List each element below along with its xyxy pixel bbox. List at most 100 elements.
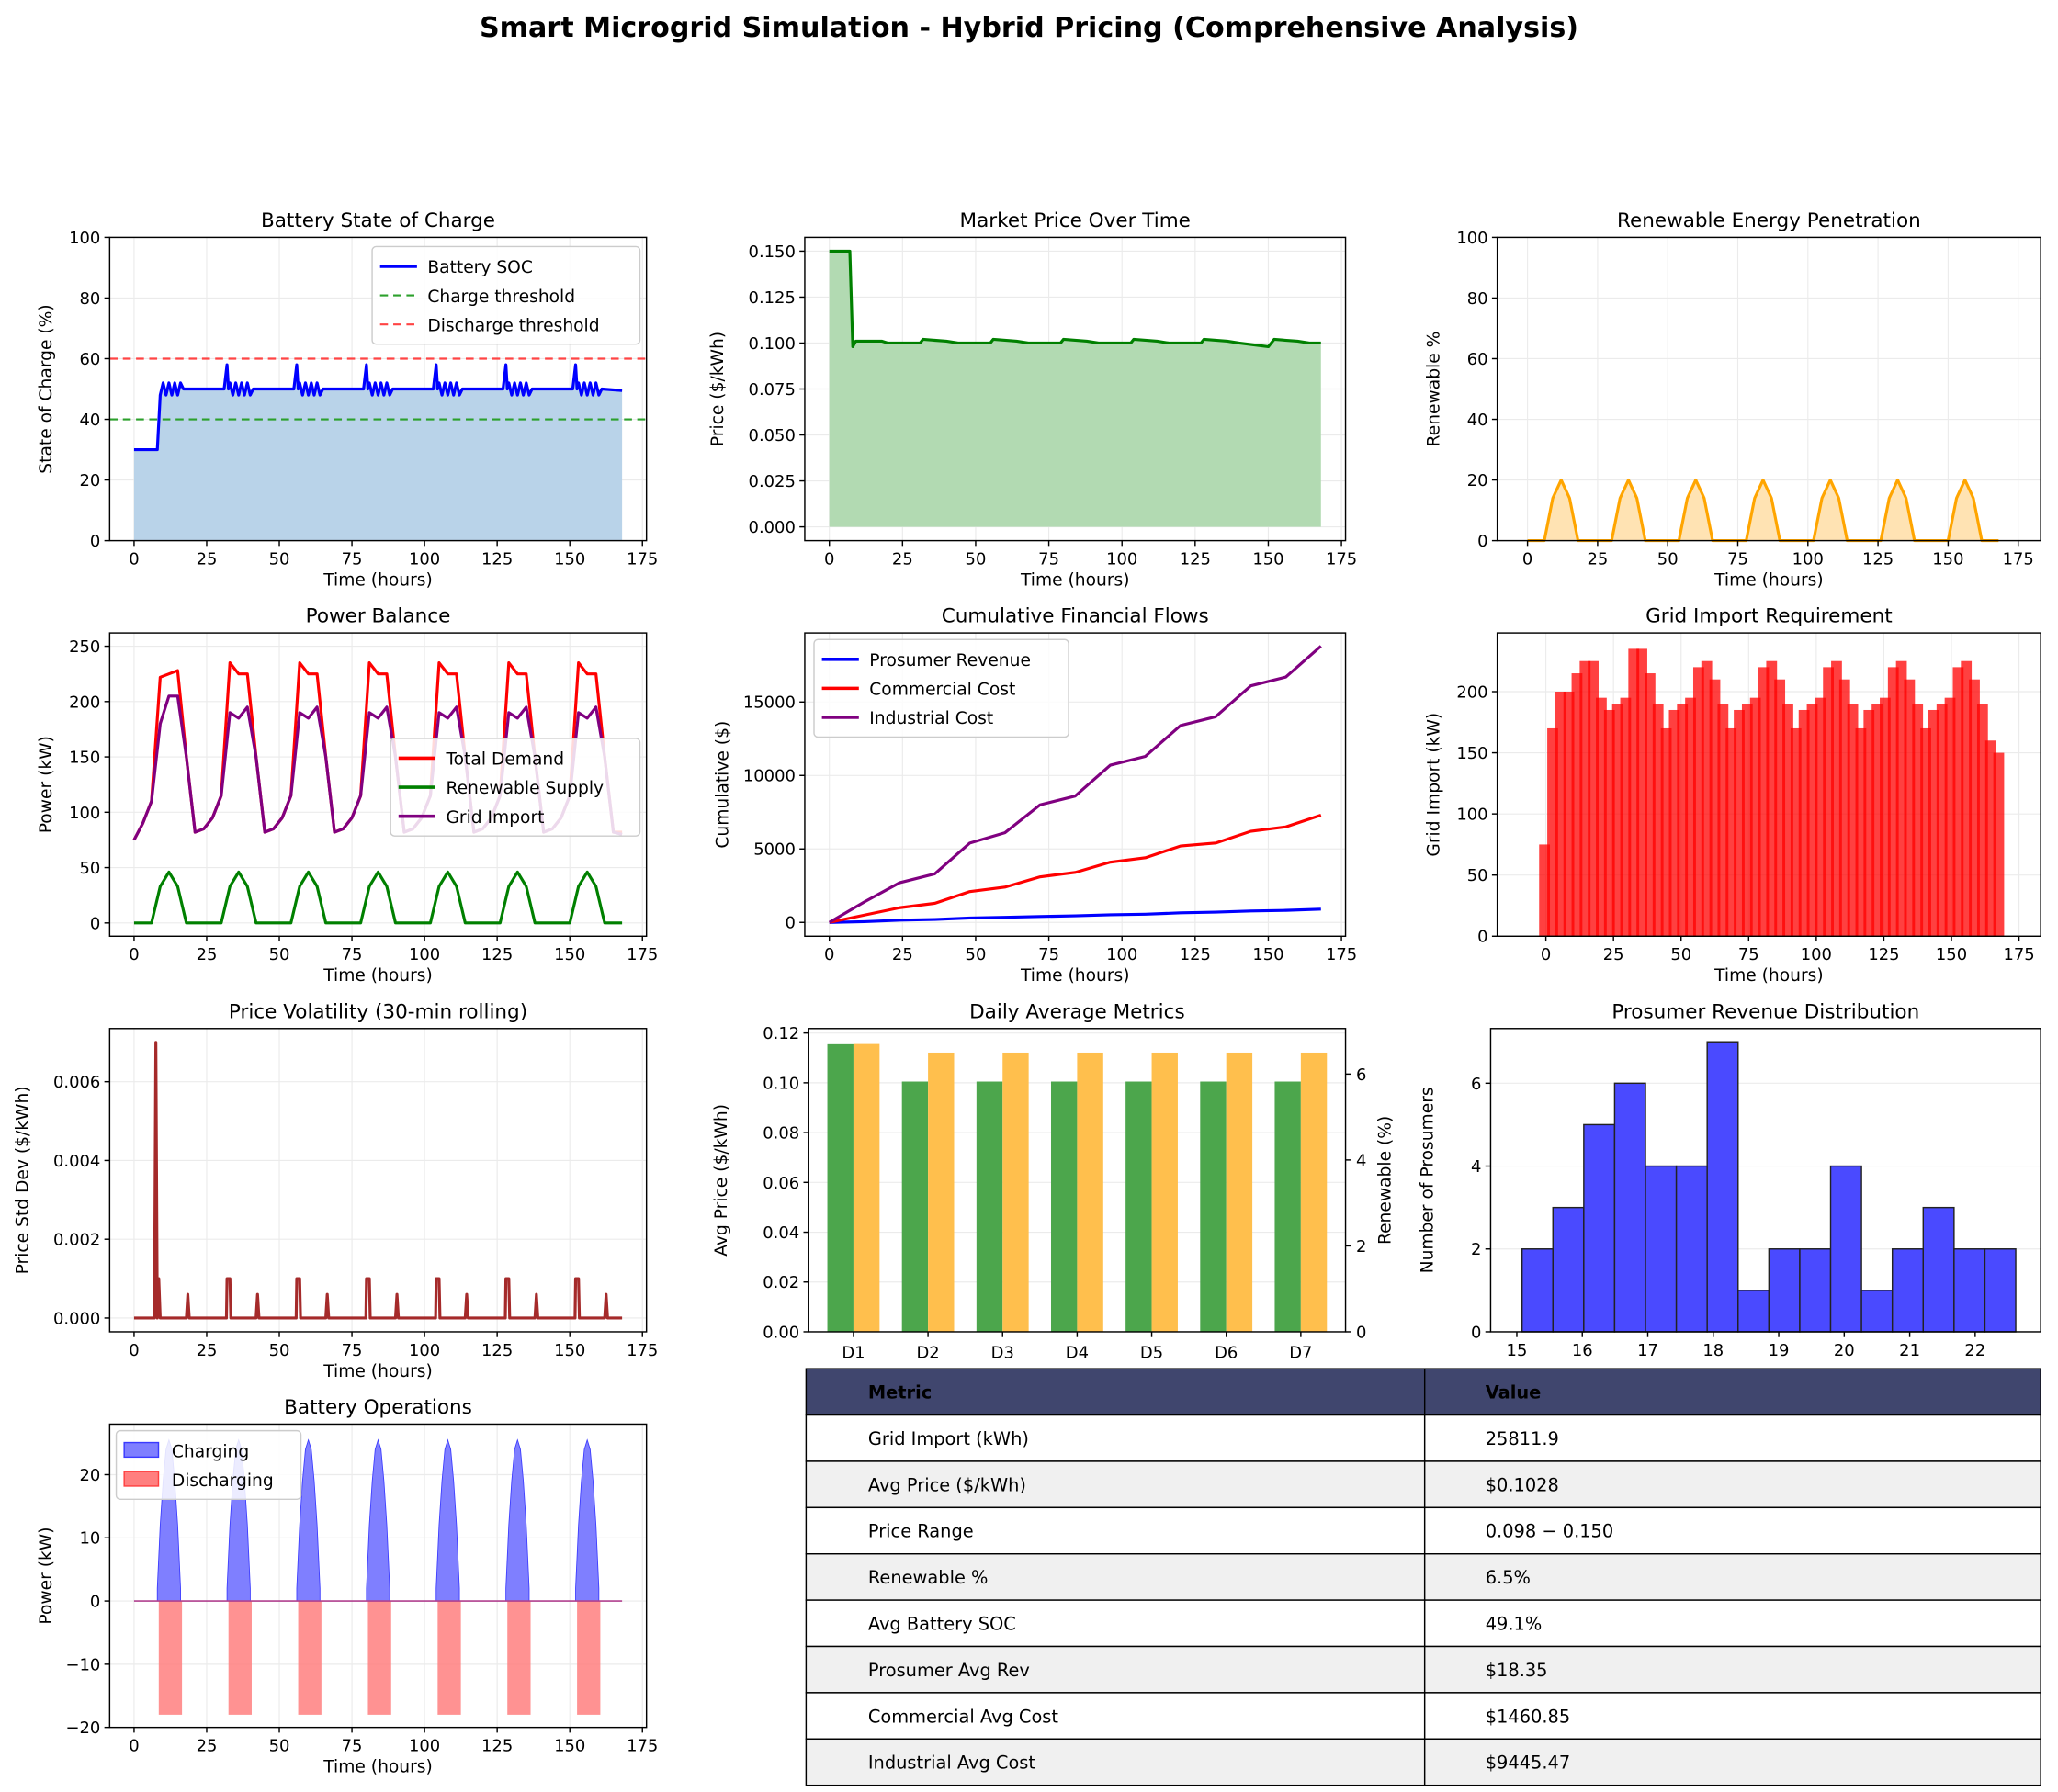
charging-area <box>435 1438 460 1602</box>
axes-border <box>804 632 1347 938</box>
table-metric: Commercial Avg Cost <box>868 1706 1059 1727</box>
legend-label: Prosumer Revenue <box>869 651 1031 671</box>
x-tick-label: 150 <box>1252 549 1283 569</box>
discharging-area <box>368 1601 391 1715</box>
histogram-bar <box>1583 1123 1616 1333</box>
y-tick-label: 80 <box>1467 289 1488 309</box>
plot-area <box>1521 1041 2017 1333</box>
bar <box>1692 667 1704 937</box>
bar <box>1944 697 1956 937</box>
y-axis-label: Cumulative ($) <box>714 721 733 849</box>
legend-label: Discharging <box>172 1471 274 1491</box>
x-tick-label: 150 <box>1252 945 1283 964</box>
bar <box>1993 752 2005 937</box>
subplot-cumulative: 0 25 50 75 100 125 150 175 0 5000 10000 15000 Cumula… <box>714 605 1358 986</box>
y-tick-label: 0.000 <box>53 1309 100 1328</box>
legend: Battery SOC Charge threshold Discharge thr… <box>371 245 641 345</box>
bar <box>1685 697 1696 937</box>
y-tick-label: 50 <box>1467 866 1488 885</box>
bar <box>1969 679 1980 937</box>
x-tick-label: 75 <box>342 549 363 569</box>
legend-label: Commercial Cost <box>869 681 1015 700</box>
x-tick-label: 25 <box>1603 945 1624 964</box>
histogram-bar <box>1737 1290 1770 1333</box>
subplot-title: Prosumer Revenue Distribution <box>1611 1000 1919 1023</box>
x-axis-label: Time (hours) <box>1020 966 1130 986</box>
bar <box>1547 727 1558 937</box>
bar-renewable <box>1300 1052 1328 1332</box>
plot-area <box>1527 478 1999 543</box>
bar <box>1596 697 1607 937</box>
y-axis-label: Price ($/kWh) <box>708 332 728 446</box>
table-value: $1460.85 <box>1486 1706 1570 1727</box>
subplot-title: Cumulative Financial Flows <box>942 605 1209 628</box>
table-cell <box>805 1599 1426 1648</box>
legend-label: Charge threshold <box>427 287 575 307</box>
series-line-battery-soc <box>133 363 623 452</box>
table-value: 25811.9 <box>1486 1428 1559 1449</box>
axes-frame: 0 25 50 75 100 125 150 175 0 20 40 60 80 100 <box>1456 229 2041 569</box>
y-tick-label: 20 <box>1467 471 1488 490</box>
bar <box>1766 660 1778 937</box>
table-metric: Industrial Avg Cost <box>868 1753 1036 1774</box>
bar <box>1620 697 1632 937</box>
bar <box>1815 697 1826 937</box>
plot-area <box>133 1438 623 1715</box>
table-cell <box>1423 1414 2041 1462</box>
bar <box>1823 667 1835 937</box>
bar-renewable <box>928 1052 955 1332</box>
table-header <box>805 1368 2041 1416</box>
histogram-bar <box>1706 1041 1739 1333</box>
bar <box>1660 727 1672 937</box>
bar <box>1790 727 1802 937</box>
table-value: 6.5% <box>1486 1567 1531 1588</box>
legend: Total Demand Renewable Supply Grid Import <box>390 738 641 837</box>
y-tick-label: 60 <box>79 350 100 369</box>
grid <box>804 633 1346 937</box>
x-tick-label: 75 <box>342 1736 363 1755</box>
legend-item: Renewable Supply <box>398 779 604 798</box>
table-row: Industrial Avg Cost $9445.47 <box>805 1738 2041 1786</box>
subplot-volatility: 0 25 50 75 100 125 150 175 0.000 0.002 0.004 0.006 P… <box>13 1000 658 1381</box>
y-tick-label: 0 <box>1471 1323 1481 1342</box>
table-cell <box>805 1692 1426 1741</box>
histogram-bar <box>1675 1165 1708 1333</box>
x-tick-label: 100 <box>409 945 440 964</box>
histogram-bar <box>1552 1206 1585 1333</box>
y-tick-label: 0.08 <box>763 1124 799 1144</box>
subplot-title: Battery Operations <box>284 1396 472 1419</box>
series-line-prosumer-revenue <box>829 907 1321 924</box>
x-tick-label: 50 <box>1670 945 1691 964</box>
y-tick-label: 0.002 <box>53 1231 100 1250</box>
x-tick-label: 19 <box>1769 1341 1790 1360</box>
y-tick-label: 20 <box>79 471 100 490</box>
bar-renewable <box>1077 1052 1103 1332</box>
bar-avg-price <box>1200 1081 1227 1332</box>
bar <box>1725 727 1737 937</box>
x-tick-label: D5 <box>1140 1344 1163 1363</box>
x-tick-label: D1 <box>842 1344 865 1363</box>
y-axis-label: Power (kW) <box>37 1527 56 1624</box>
x-tick-label: 75 <box>342 945 363 964</box>
x-tick-label: 50 <box>269 1736 290 1755</box>
y-tick-label: 0.00 <box>763 1323 799 1342</box>
bar <box>1741 704 1753 937</box>
table-cell <box>1423 1599 2041 1648</box>
x-tick-label: 16 <box>1572 1341 1593 1360</box>
table-row: Commercial Avg Cost $1460.85 <box>805 1692 2041 1741</box>
y-axis-label: Grid Import (kW) <box>1424 713 1443 857</box>
y-tick-label: 250 <box>69 637 100 657</box>
subplot-soc: 0 25 50 75 100 125 150 175 0 20 40 60 80 100 Battery S… <box>37 209 658 590</box>
plot-area <box>829 249 1321 527</box>
y-tick-label: 200 <box>1456 682 1487 702</box>
y-tick-label: 50 <box>79 859 100 878</box>
table-metric: Avg Battery SOC <box>868 1613 1016 1634</box>
y-tick-label: 0.10 <box>763 1074 799 1093</box>
x-tick-label: 50 <box>269 1341 290 1360</box>
y-right-axis-label: Renewable (%) <box>1375 1116 1395 1245</box>
x-tick-label: D4 <box>1066 1344 1089 1363</box>
x-tick-label: 25 <box>197 1341 218 1360</box>
x-tick-label: 0 <box>129 1341 139 1360</box>
y-tick-label: 100 <box>1456 806 1487 825</box>
bar-renewable <box>853 1043 880 1332</box>
